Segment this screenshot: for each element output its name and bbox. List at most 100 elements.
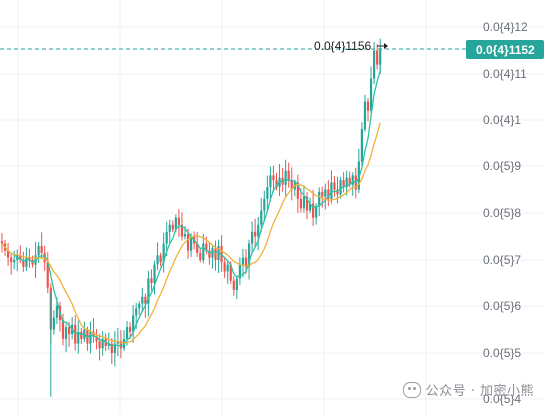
- candle-body: [211, 248, 214, 258]
- candle-body: [52, 317, 55, 330]
- candle-body: [150, 278, 153, 283]
- candle-body: [208, 250, 211, 258]
- candle-body: [162, 243, 165, 263]
- candle-body: [241, 257, 245, 265]
- candle-body: [305, 196, 309, 211]
- candle-body: [147, 278, 150, 304]
- watermark-text: 公众号 · 加密小熊: [425, 384, 534, 399]
- candle-body: [369, 78, 373, 111]
- candle-body: [177, 217, 180, 225]
- candle-body: [363, 101, 367, 130]
- candle-body: [28, 257, 31, 260]
- candle-body: [43, 252, 46, 263]
- candle-body: [327, 189, 330, 199]
- candle-body: [360, 129, 363, 162]
- candle-body: [199, 252, 202, 260]
- candle-body: [101, 338, 104, 349]
- candle-body: [186, 234, 190, 251]
- candle-body: [55, 306, 58, 318]
- candle-body: [257, 224, 260, 237]
- candle-body: [333, 182, 336, 190]
- candle-body: [226, 264, 229, 272]
- candle-body: [373, 50, 376, 79]
- candle-body: [61, 320, 65, 339]
- candle-body: [321, 191, 324, 197]
- y-tick-label: 0.0{5}6: [483, 299, 521, 313]
- candle-body: [254, 231, 257, 237]
- candle-body: [110, 343, 113, 353]
- candle-body: [330, 182, 333, 199]
- y-tick-label: 0.0{5}4: [483, 392, 521, 406]
- candle-body: [95, 336, 98, 342]
- candle-body: [342, 180, 345, 188]
- candle-body: [138, 303, 141, 309]
- candle-body: [263, 198, 266, 211]
- candle-body: [156, 255, 159, 265]
- wechat-icon: [402, 381, 421, 398]
- candle-body: [229, 264, 232, 281]
- candle-body: [13, 260, 16, 263]
- ma-slow-line: [1, 122, 381, 344]
- y-tick-label: 0.0{4}11: [483, 67, 527, 81]
- candle-body: [89, 331, 92, 344]
- candle-body: [315, 205, 318, 218]
- candle-body: [235, 278, 238, 290]
- candle-body: [251, 231, 254, 244]
- candle-body: [275, 180, 278, 188]
- candle-body: [345, 177, 348, 188]
- candle-body: [205, 243, 208, 251]
- candle-body: [366, 101, 370, 111]
- candle-body: [107, 343, 110, 346]
- candle-body: [144, 296, 147, 304]
- watermark: 公众号 · 加密小熊: [402, 380, 534, 399]
- candle-body: [339, 180, 342, 195]
- candle-body: [247, 243, 251, 267]
- candle-body: [22, 260, 25, 267]
- candle-body: [98, 341, 101, 349]
- candle-body: [190, 236, 193, 251]
- candle-body: [77, 331, 80, 344]
- candle-body: [135, 308, 138, 316]
- y-tick-label: 0.0{4}12: [483, 20, 528, 34]
- candle-body: [168, 224, 171, 232]
- candle-body: [223, 262, 226, 272]
- candle-body: [10, 257, 13, 263]
- candle-body: [266, 187, 269, 199]
- candle-body: [269, 175, 272, 188]
- candle-body: [64, 327, 68, 339]
- candle-body: [196, 243, 199, 253]
- candle-body: [159, 255, 162, 263]
- candle-body: [296, 182, 299, 199]
- candle-body: [312, 203, 315, 218]
- candle-body: [141, 296, 144, 304]
- candle-body: [299, 198, 302, 209]
- candle-body: [260, 210, 263, 225]
- candle-body: [40, 245, 43, 253]
- y-tick-label: 0.0{5}5: [483, 346, 521, 360]
- candle-body: [302, 196, 306, 209]
- candle-body: [0, 241, 4, 244]
- candle-body: [202, 243, 205, 260]
- candle-body: [351, 175, 354, 185]
- candle-body: [46, 262, 49, 288]
- y-tick-label: 0.0{5}9: [483, 159, 521, 173]
- ma-fast-line: [1, 70, 381, 347]
- candle-body: [19, 255, 22, 260]
- candle-body: [376, 50, 379, 65]
- candle-body: [244, 257, 248, 267]
- candle-body: [113, 343, 116, 353]
- high-annotation-label: 0.0{4}1156: [314, 39, 372, 53]
- candle-body: [171, 224, 174, 230]
- candle-body: [119, 341, 123, 349]
- candle-body: [336, 189, 339, 195]
- current-price-box: [466, 40, 544, 59]
- y-tick-label: 0.0{5}8: [483, 206, 521, 220]
- candle-body: [132, 315, 135, 332]
- candle-body: [165, 231, 168, 244]
- candle-body: [116, 341, 119, 344]
- candle-body: [308, 203, 312, 211]
- high-annotation-arrowhead: [384, 43, 388, 49]
- candle-body: [153, 264, 156, 283]
